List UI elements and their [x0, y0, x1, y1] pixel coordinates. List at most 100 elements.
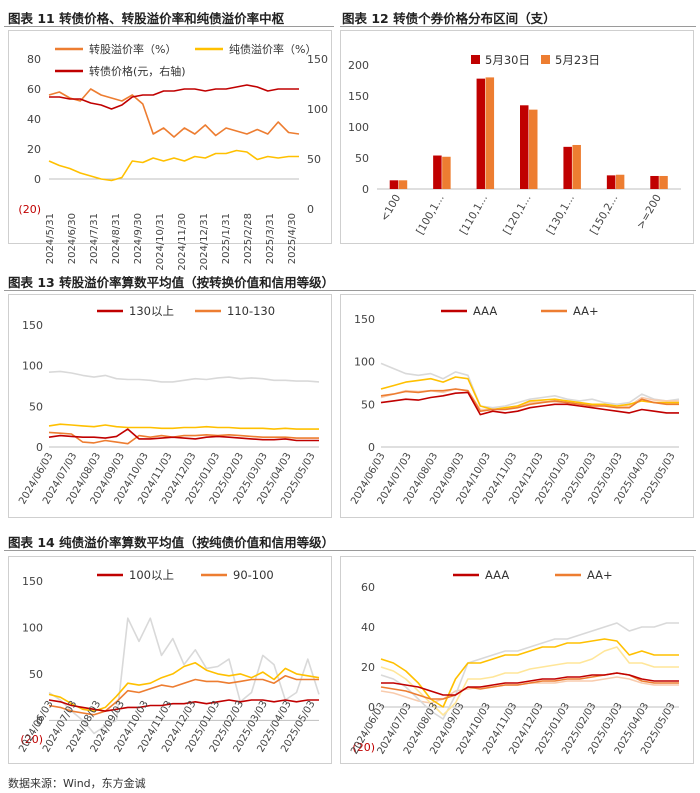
legend-label: 5月30日 [485, 53, 530, 67]
series-line-纯债溢价率（%） [48, 149, 299, 182]
y-tick-label-right: 150 [307, 53, 328, 66]
legend-label: AA+ [573, 304, 599, 318]
bar-5月30日 [606, 175, 616, 189]
fig13a-chart: 1501005002024/06/032024/07/032024/08/032… [17, 304, 320, 506]
legend-label: 100以上 [129, 568, 174, 582]
x-tick-label: 2024/9/30 [133, 213, 144, 264]
bar-5月23日 [398, 180, 408, 189]
fig14-divider [4, 550, 696, 551]
x-tick-label: >=200 [635, 193, 664, 232]
x-tick-label: [100,1... [414, 193, 446, 237]
series-line-转股溢价率（%） [48, 88, 300, 138]
x-tick-label: [130,1... [545, 193, 577, 237]
y-tick-label: 50 [29, 668, 43, 681]
y-tick-label: 50 [361, 398, 375, 411]
fig14-caption: 图表 14 纯债溢价率算数平均值（按纯债价值和信用等级） [8, 535, 335, 550]
fig14b-panel: 60 40 20 0 (20) 2024/06/03 2024/07/03 2024/08/0… [340, 556, 694, 764]
x-tick-label: <100 [378, 193, 403, 224]
fig11-panel: 80 60 40 20 0 (20) 150 100 50 0 2024/5/31 2024/6/30… [8, 30, 332, 271]
y-tick-label: 100 [348, 121, 369, 134]
bar-5月23日 [485, 77, 495, 189]
fig11-divider [4, 26, 334, 27]
legend-label: 130以上 [129, 304, 174, 318]
legend-label: 转债价格(元，右轴) [89, 64, 186, 78]
x-tick-label: 2024/5/31 [45, 213, 56, 264]
y-tick-label-right: 50 [307, 153, 321, 166]
legend-label: AAA [485, 568, 509, 582]
legend-label: 5月23日 [555, 53, 600, 67]
x-tick-label: [110,1... [458, 193, 490, 237]
series-line-unlabeled-3 [380, 646, 679, 716]
series-line-unlabeled-2 [380, 376, 679, 411]
y-tick-label: 150 [348, 90, 369, 103]
y-tick-label-left: 40 [27, 113, 41, 126]
y-tick-label-left: 80 [27, 53, 41, 66]
fig13a-panel: 150 100 50 0 2024/06/03 2024/07/03 2024/08/03 2… [8, 294, 332, 518]
series-line-AA+ [380, 388, 679, 412]
legend-label: 转股溢价率（%） [89, 42, 176, 56]
y-tick-label: 40 [361, 621, 375, 634]
y-tick-label: 0 [36, 714, 43, 727]
y-tick-label-left: (20) [18, 203, 41, 216]
legend-label: 90-100 [233, 568, 274, 582]
y-tick-label: 60 [361, 581, 375, 594]
x-tick-label: 2024/11/30 [177, 213, 188, 271]
fig11-caption: 图表 11 转债价格、转股溢价率和纯债溢价率中枢 [8, 11, 285, 26]
x-tick-label: [150,2... [588, 193, 620, 237]
series-line-unlabeled-3 [48, 617, 320, 735]
fig12-caption: 图表 12 转债个券价格分布区间（支） [342, 11, 556, 26]
bar-5月23日 [572, 144, 581, 189]
fig12-chart: 200 150 100 50 0 <100 [100,1... [110,1... [120,1… [348, 53, 681, 237]
fig14a-chart: 150100500(20)2024/06/032024/07/032024/08… [17, 568, 320, 754]
fig11-chart: 80 60 40 20 0 (20) 150 100 50 0 2024/5/31 2024/6/30… [18, 42, 328, 271]
series-line-unlabeled-1 [48, 431, 319, 445]
y-tick-label: 50 [29, 400, 43, 413]
fig12-panel: 200 150 100 50 0 <100 [100,1... [110,1... [120,1… [340, 30, 694, 244]
legend-label: 纯债溢价率（%） [229, 42, 316, 56]
x-tick-label: 2025/2/28 [243, 213, 254, 264]
x-tick-label: 2024/6/30 [67, 213, 78, 264]
fig14a-panel: 150 100 50 0 (20) 2024/06/03 2024/07/03 2024/08… [8, 556, 332, 764]
series-line-转债价格(元，右轴) [49, 84, 299, 110]
y-tick-label: (20) [20, 733, 43, 746]
legend-swatch [541, 55, 550, 64]
x-tick-label: 2024/7/31 [89, 213, 100, 264]
y-tick-label: (20) [352, 741, 375, 754]
bar-5月30日 [650, 175, 659, 189]
bar-5月23日 [615, 174, 625, 189]
y-tick-label: 50 [355, 152, 369, 165]
series-line-130以上 [48, 428, 319, 442]
bar-5月30日 [563, 146, 572, 189]
x-tick-label: [120,1... [501, 193, 533, 237]
y-tick-label-right: 100 [307, 103, 328, 116]
legend-label: AAA [473, 304, 497, 318]
x-tick-label: 2025/4/30 [287, 213, 298, 264]
y-tick-label: 0 [362, 183, 369, 196]
legend-label: AA+ [587, 568, 613, 582]
y-tick-label: 200 [348, 59, 369, 72]
y-tick-label: 150 [22, 575, 43, 588]
bar-5月30日 [476, 78, 486, 189]
series-line-AAA [380, 391, 679, 416]
bar-5月30日 [520, 105, 529, 189]
x-tick-label: 2024/12/31 [199, 213, 210, 271]
fig13b-panel: 150 100 50 0 2024/06/03 2024/07/03 2024/08/03 2… [340, 294, 694, 518]
series-line-unlabeled-2 [48, 423, 319, 430]
y-tick-label-left: 20 [27, 143, 41, 156]
source-note: 数据来源：Wind，东方金诚 [8, 777, 146, 790]
series-line-unlabeled-3 [48, 370, 320, 383]
y-tick-label: 100 [22, 360, 43, 373]
y-tick-label: 150 [22, 319, 43, 332]
x-tick-label: 2025/1/31 [221, 213, 232, 264]
x-tick-label: 2024/8/31 [111, 213, 122, 264]
y-tick-label-left: 0 [34, 173, 41, 186]
y-tick-label: 100 [354, 356, 375, 369]
y-tick-label: 20 [361, 661, 375, 674]
fig14b-chart: 6040200(20)2024/06/032024/07/032024/08/0… [349, 568, 679, 756]
bar-5月30日 [433, 155, 442, 189]
bar-5月23日 [442, 156, 451, 189]
y-tick-label: 0 [368, 701, 375, 714]
y-tick-label: 100 [22, 621, 43, 634]
y-tick-label: 0 [368, 441, 375, 454]
bar-5月23日 [529, 109, 538, 189]
